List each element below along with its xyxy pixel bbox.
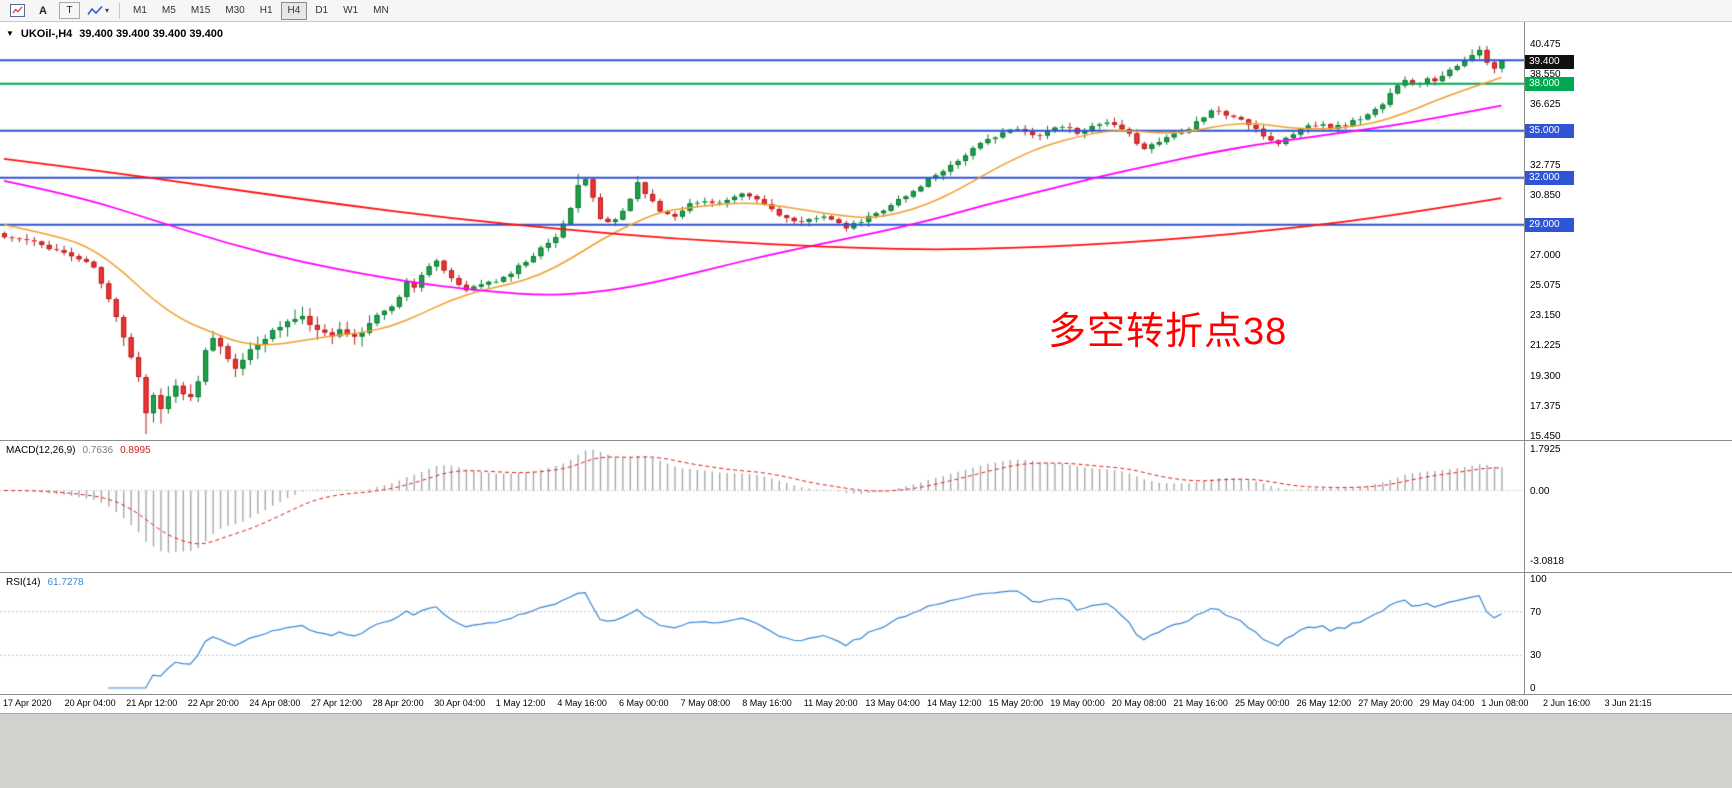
time-label: 11 May 20:00 [803,698,858,708]
time-label: 8 May 16:00 [742,698,792,708]
time-label: 15 May 20:00 [988,698,1044,708]
time-label: 13 May 04:00 [865,698,920,708]
price-tick-label: 17.375 [1530,400,1561,412]
time-axis[interactable]: 17 Apr 2020 20 Apr 04:00 21 Apr 12:00 22 Ap… [0,695,1732,713]
chart-window-button[interactable] [4,2,30,20]
time-label: 2 Jun 16:00 [1543,698,1591,708]
scale-separator [1524,22,1525,694]
timeframe-m5-button[interactable]: M5 [161,5,176,16]
main-chart-canvas[interactable] [0,22,1524,440]
price-badge: 32.000 [1524,170,1574,185]
time-label: 3 Jun 21:15 [1604,698,1652,708]
timeframe-h1-button[interactable]: H1 [259,5,273,16]
rsi-label: RSI(14) [6,577,41,588]
timeframe-w1-button[interactable]: W1 [343,5,359,16]
price-tick-label: 23.150 [1530,310,1561,322]
time-label: 25 May 00:00 [1235,698,1290,708]
timeframe-mn-button[interactable]: MN [373,5,389,16]
price-badge: 35.000 [1524,123,1574,138]
symbol-period-label: UKOil-,H4 [20,28,73,40]
time-label: 6 May 00:00 [619,698,669,708]
timeframe-m30-button[interactable]: M30 [225,5,245,16]
price-tick-label: 40.475 [1530,39,1561,50]
time-label: 14 May 12:00 [927,698,982,708]
price-scale[interactable]: 40.47538.55036.62534.70032.77530.85028.9… [1524,22,1732,442]
time-label: 4 May 16:00 [557,698,607,708]
price-tick-label: 38.550 [1530,69,1561,81]
price-tick-label: 27.000 [1530,250,1561,262]
line-studies-button[interactable]: ▾ [83,2,113,20]
time-label: 17 Apr 2020 [3,698,52,708]
macd-label: MACD(12,26,9) [6,445,76,456]
macd-value-main: 0.7636 [82,445,114,456]
zigzag-icon [87,5,103,15]
time-label: 1 Jun 08:00 [1481,698,1529,708]
rsi-header: RSI(14) 61.7278 [6,577,84,588]
price-tick-label: 36.625 [1530,99,1561,111]
annotation-text: 多空转折点38 [1048,311,1288,353]
price-tick-label: 15.450 [1530,430,1561,442]
macd-scale-zero: 0.00 [1530,485,1550,497]
ohlc-values: 39.400 39.400 39.400 39.400 [79,28,224,40]
price-tick-label: 25.075 [1530,280,1561,292]
time-label: 21 Apr 12:00 [126,698,178,708]
time-label: 30 Apr 04:00 [434,698,486,708]
panel-separator [0,572,1732,573]
timeframe-m1-button[interactable]: M1 [133,5,147,16]
toolbar: A T ▾ M1 M5 M15 M30 H1 H4 D1 W1 MN [0,0,1732,22]
macd-value-signal: 0.8995 [120,445,151,456]
time-label: 7 May 08:00 [680,698,731,708]
collapse-arrow-icon[interactable]: ▼ [6,29,14,38]
macd-scale[interactable]: 1.7925 0.00 -3.0818 [1525,441,1732,572]
toolbar-separator [119,2,121,19]
price-tick-label: 30.850 [1530,189,1561,201]
macd-scale-bottom: -3.0818 [1530,556,1564,567]
time-label: 22 Apr 20:00 [187,698,239,708]
rsi-scale-label: 70 [1530,606,1542,618]
rsi-scale-label: 100 [1530,574,1547,585]
time-label: 20 May 08:00 [1111,698,1167,708]
panel-separator [0,440,1732,441]
price-badge: 29.000 [1524,217,1574,232]
rsi-scale[interactable]: 100 70 30 0 [1525,573,1732,694]
text-tool-button[interactable]: T [59,2,80,19]
rsi-scale-label: 0 [1530,683,1536,694]
timeframe-h4-button[interactable]: H4 [280,1,308,20]
time-label: 29 May 04:00 [1419,698,1475,708]
chart-title: ▼ UKOil-,H4 39.400 39.400 39.400 39.400 [6,28,223,40]
label-a-button[interactable]: A [39,4,47,17]
time-label: 28 Apr 20:00 [372,698,424,708]
macd-canvas[interactable] [0,441,1524,572]
dropdown-arrow-icon: ▾ [105,6,110,15]
macd-scale-top: 1.7925 [1530,444,1561,455]
time-label: 20 Apr 04:00 [64,698,116,708]
macd-header: MACD(12,26,9) 0.7636 0.8995 [6,445,151,456]
time-label: 27 Apr 12:00 [311,698,363,708]
time-label: 24 Apr 08:00 [249,698,301,708]
bottom-panel [0,713,1732,788]
time-label: 21 May 16:00 [1173,698,1228,708]
price-tick-label: 21.225 [1530,340,1561,352]
price-badge: 38.000 [1524,76,1574,91]
price-tick-label: 19.300 [1530,370,1561,382]
panel-separator [0,694,1732,695]
price-badge: 39.400 [1524,54,1574,69]
time-label: 26 May 12:00 [1296,698,1352,708]
time-label: 19 May 00:00 [1050,698,1105,708]
timeframe-m15-button[interactable]: M15 [190,5,211,16]
price-tick-label: 32.775 [1530,159,1561,171]
timeframe-d1-button[interactable]: D1 [315,5,329,16]
timeframe-group: M1 M5 M15 M30 H1 H4 D1 W1 MN [126,1,396,20]
rsi-canvas[interactable] [0,573,1524,694]
time-label: 1 May 12:00 [495,698,546,708]
rsi-value: 61.7278 [47,577,84,588]
time-label: 27 May 20:00 [1358,698,1413,708]
chart-icon [9,4,25,17]
rsi-scale-label: 30 [1530,650,1542,662]
